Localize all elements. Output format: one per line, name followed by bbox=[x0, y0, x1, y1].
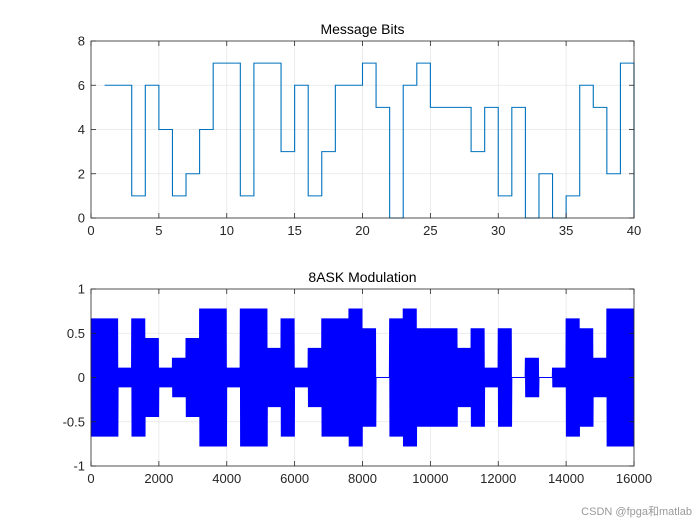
message-bits-subplot: 0 5 10 15 20 25 30 35 40 0 2 4 6 8 Message Bits bbox=[78, 21, 641, 238]
modulation-ytick-label: -0.5 bbox=[63, 414, 85, 429]
modulation-xtick-label: 16000 bbox=[616, 471, 652, 486]
modulation-ytick-label: -1 bbox=[73, 459, 85, 474]
message-xtick-label: 30 bbox=[491, 223, 505, 238]
message-xtick-label: 10 bbox=[220, 223, 234, 238]
watermark-text: CSDN @fpga和matlab bbox=[581, 506, 692, 518]
message-xtick-label: 5 bbox=[155, 223, 162, 238]
modulation-ytick-label: 1 bbox=[78, 282, 85, 297]
message-xtick-label: 0 bbox=[87, 223, 94, 238]
message-ytick-label: 8 bbox=[78, 34, 85, 49]
message-xtick-label: 40 bbox=[627, 223, 641, 238]
ask-modulation-subplot: 0 2000 4000 6000 8000 10000 12000 14000 16000 -1 -… bbox=[63, 269, 652, 486]
modulation-xtick-label: 4000 bbox=[212, 471, 241, 486]
modulation-xtick-label: 6000 bbox=[280, 471, 309, 486]
message-ytick-label: 2 bbox=[78, 166, 85, 181]
message-xtick-label: 35 bbox=[559, 223, 573, 238]
message-ytick-label: 0 bbox=[78, 211, 85, 226]
modulation-xtick-label: 10000 bbox=[412, 471, 448, 486]
message-ticks: 0 5 10 15 20 25 30 35 40 0 2 4 6 8 bbox=[78, 34, 641, 239]
modulation-series bbox=[90, 308, 635, 447]
modulation-xtick-label: 0 bbox=[87, 471, 94, 486]
modulation-ytick-label: 0 bbox=[78, 370, 85, 385]
modulation-xtick-label: 12000 bbox=[480, 471, 516, 486]
message-title: Message Bits bbox=[320, 21, 404, 37]
modulation-xtick-label: 8000 bbox=[348, 471, 377, 486]
modulation-ticks: 0 2000 4000 6000 8000 10000 12000 14000 16000 -1 -… bbox=[63, 282, 652, 487]
message-xtick-label: 15 bbox=[287, 223, 301, 238]
message-xtick-label: 20 bbox=[355, 223, 369, 238]
modulation-plot bbox=[90, 308, 635, 447]
modulation-ytick-label: 0.5 bbox=[67, 326, 85, 341]
message-ytick-label: 4 bbox=[78, 122, 85, 137]
modulation-title: 8ASK Modulation bbox=[308, 269, 416, 285]
modulation-xtick-label: 2000 bbox=[144, 471, 173, 486]
message-ytick-label: 6 bbox=[78, 78, 85, 93]
message-xtick-label: 25 bbox=[423, 223, 437, 238]
modulation-xtick-label: 14000 bbox=[548, 471, 584, 486]
